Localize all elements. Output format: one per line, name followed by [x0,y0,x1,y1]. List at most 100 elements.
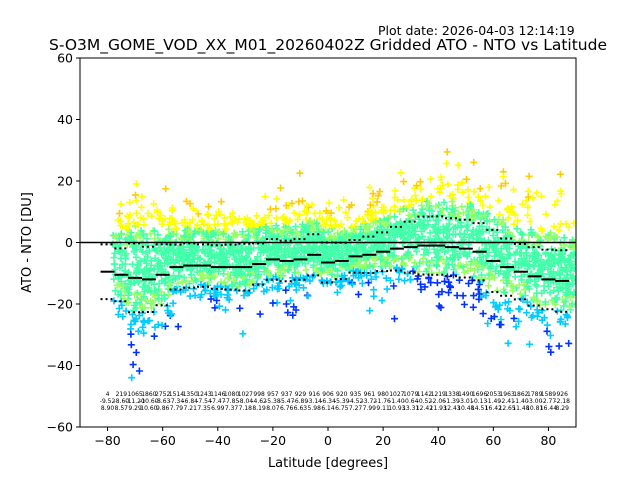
scatter-point [543,327,551,335]
scatter-point [409,206,417,214]
scatter-point [419,195,427,203]
bin-stat-label: 926 [556,391,568,398]
scatter-point [508,203,516,211]
scatter-point [557,187,564,195]
scatter-point [459,188,467,196]
scatter-point [471,213,479,221]
scatter-point [360,219,368,226]
scatter-point [547,348,555,356]
scatter-point [236,249,244,257]
scatter-point [325,199,333,207]
scatter-point [506,233,514,241]
scatter-point [140,317,148,325]
scatter-point [309,227,317,234]
scatter-point [459,209,467,217]
scatter-point [504,214,512,222]
scatter-point [282,300,290,308]
scatter-point [453,292,461,299]
scatter-point [124,298,132,306]
scatter-point [531,249,538,257]
x-axis-label: Latitude [degrees] [268,456,388,471]
scatter-point [454,262,462,270]
scatter-point [490,216,498,224]
scatter-point [169,288,177,296]
scatter-point [130,247,138,255]
scatter-point [126,198,134,206]
scatter-point [119,313,127,321]
scatter-point [511,273,519,281]
scatter-point [425,199,433,207]
scatter-point [290,209,298,217]
scatter-point [174,323,182,331]
scatter-point [205,278,213,286]
scatter-point [541,298,549,306]
scatter-point [317,264,325,272]
scatter-point [110,254,118,261]
scatter-point [564,285,572,293]
scatter-point [306,277,314,285]
scatter-point [282,217,290,225]
bin-stat-label: 1860 [141,391,156,398]
scatter-point [145,284,153,292]
scatter-point [499,237,507,245]
scatter-point [242,287,249,295]
scatter-point [340,196,348,204]
scatter-point [570,265,576,273]
scatter-point [236,304,244,312]
scatter-point [295,281,303,289]
scatter-point [288,274,296,282]
scatter-point [477,258,485,266]
bin-stat-label: -1.39 [444,398,460,405]
scatter-point [469,231,477,239]
scatter-point [116,209,123,217]
scatter-point [192,277,200,285]
bin-stat-label: 2053 [486,391,501,398]
scatter-point [378,218,386,226]
scatter-point [567,267,574,275]
scatter-point [391,213,399,221]
scatter-point [282,286,290,294]
scatter-point [238,244,246,252]
scatter-point [243,214,251,222]
y-tick-label: −20 [47,297,73,312]
scatter-point [213,297,221,304]
scatter-point [253,231,261,239]
scatter-point [329,243,337,251]
scatter-point [206,224,214,232]
scatter-point [417,280,425,288]
scatter-point [222,306,229,314]
scatter-point [216,211,224,218]
bin-stat-label: -8.63 [155,398,171,405]
bin-stat-label: 14.51 [471,405,488,412]
scatter-point [443,222,451,230]
bin-stat-label: 6.76 [280,405,294,412]
scatter-point [475,281,483,288]
scatter-point [297,274,305,282]
scatter-point [150,308,158,316]
scatter-point [458,178,466,186]
scatter-point [475,209,483,217]
scatter-point [410,227,418,235]
scatter-point [510,186,517,194]
x-tick-label: −40 [205,433,231,448]
scatter-point [127,330,135,338]
scatter-point [523,298,531,306]
scatter-point [556,251,564,259]
scatter-point [349,263,357,271]
scatter-point [524,211,532,219]
scatter-point [135,367,143,375]
scatter-point [222,225,230,233]
bin-stat-label: 11.48 [512,405,529,412]
bin-stat-label: 7.21 [184,405,198,412]
scatter-point [115,247,123,255]
scatter-point [555,342,563,350]
scatter-point [524,193,532,201]
scatter-point [418,227,425,235]
scatter-point [184,256,192,264]
scatter-point [415,234,423,242]
scatter-point [409,267,417,275]
scatter-point [529,194,537,202]
scatter-point [153,206,161,214]
scatter-point [521,292,529,299]
scatter-point [519,200,526,208]
